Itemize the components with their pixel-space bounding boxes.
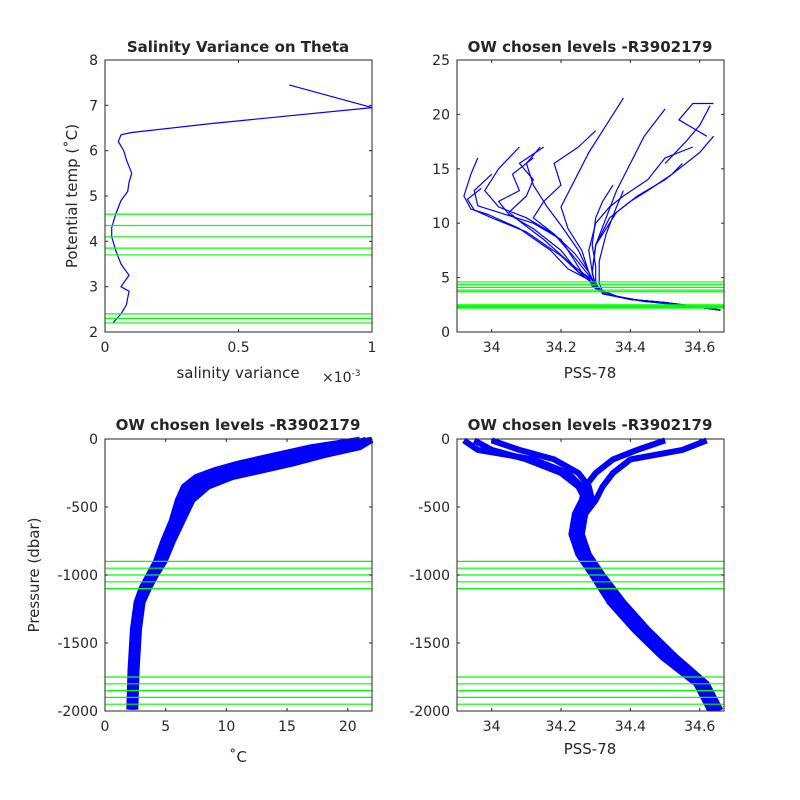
- chart-title: OW chosen levels -R3902179: [116, 416, 361, 434]
- x-tick-label: 1: [368, 340, 377, 356]
- x-tick-label: 34: [483, 340, 501, 356]
- series-line: [525, 146, 721, 311]
- series-line: [578, 437, 724, 712]
- y-tick-label: 0: [441, 325, 450, 341]
- x-tick-label: 34.6: [684, 719, 715, 735]
- x-tick-label: 0.5: [227, 340, 249, 356]
- series-line: [568, 437, 713, 712]
- y-tick-label: 6: [89, 144, 98, 160]
- chart-title: Salinity Variance on Theta: [127, 38, 349, 56]
- series-line: [664, 105, 711, 164]
- x-axis-label: salinity variance: [176, 364, 299, 382]
- x-tick-label: 10: [217, 719, 235, 735]
- y-tick-label: 8: [89, 53, 98, 69]
- chart-title: OW chosen levels -R3902179: [468, 38, 713, 56]
- y-tick-label: 5: [441, 271, 450, 287]
- axes-box: [104, 59, 373, 333]
- series-line: [678, 102, 714, 137]
- y-tick-label: 4: [89, 234, 98, 250]
- x-tick-label: 15: [278, 719, 296, 735]
- y-tick-label: 7: [89, 98, 98, 114]
- x-axis-label: ˚C: [229, 748, 247, 766]
- y-axis-label: Pressure (dbar): [25, 518, 43, 633]
- y-tick-label: 20: [432, 107, 450, 123]
- series-line: [462, 437, 717, 712]
- x-tick-label: 5: [161, 719, 170, 735]
- x-tick-label: 0: [101, 340, 110, 356]
- axes-box: [456, 59, 725, 333]
- x-tick-label: 34.2: [545, 340, 576, 356]
- panel-salinity-pressure: OW chosen levels -R3902179 34 34.2 34.4 34.…: [409, 416, 725, 758]
- x-axis-label: PSS-78: [564, 364, 617, 382]
- x-axis-exponent: ×10-3: [322, 369, 361, 386]
- y-tick-label: 25: [432, 53, 450, 69]
- x-tick-label: 34.4: [615, 340, 646, 356]
- x-tick-label: 34.2: [545, 719, 576, 735]
- x-tick-label: 34: [483, 719, 501, 735]
- y-tick-label: 15: [432, 162, 450, 178]
- chart-title: OW chosen levels -R3902179: [468, 416, 713, 434]
- x-tick-label: 34.6: [684, 340, 715, 356]
- series-line: [111, 84, 373, 324]
- y-tick-label: -2000: [409, 704, 450, 720]
- y-tick-label: -1000: [409, 568, 450, 584]
- series-line: [128, 436, 367, 710]
- y-tick-label: 0: [441, 432, 450, 448]
- y-tick-label: 5: [89, 189, 98, 205]
- y-tick-label: -1500: [409, 636, 450, 652]
- y-axis-label: Potential temp (˚C): [63, 124, 81, 268]
- panel-theta-salinity: OW chosen levels -R3902179 34 34.2 34.4 34.…: [432, 38, 725, 382]
- x-axis-label: PSS-78: [564, 740, 617, 758]
- y-tick-label: 0: [89, 432, 98, 448]
- y-tick-label: -500: [66, 500, 98, 516]
- y-tick-label: -500: [418, 500, 450, 516]
- y-tick-label: 2: [89, 325, 98, 341]
- x-tick-label: 34.4: [615, 719, 646, 735]
- series-line: [508, 146, 721, 311]
- y-tick-label: -2000: [57, 704, 98, 720]
- series-line: [591, 108, 721, 311]
- y-tick-label: -1000: [57, 568, 98, 584]
- y-tick-label: 3: [89, 280, 98, 296]
- y-tick-label: 10: [432, 216, 450, 232]
- x-tick-label: 20: [339, 719, 357, 735]
- panel-temperature-pressure: OW chosen levels -R3902179 0 5 10 15 20 -2000…: [25, 416, 374, 766]
- x-tick-label: 0: [101, 719, 110, 735]
- y-tick-label: -1500: [57, 636, 98, 652]
- panel-salinity-variance: Salinity Variance on Theta 0 0.5 12345678 …: [63, 38, 376, 386]
